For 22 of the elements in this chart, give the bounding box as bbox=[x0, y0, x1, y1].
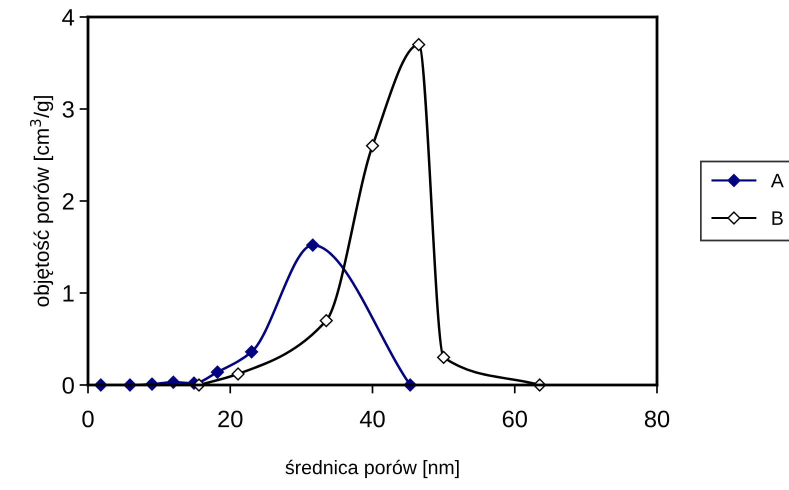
y-tick-label: 1 bbox=[63, 285, 74, 302]
point bbox=[306, 238, 320, 252]
x-tick-label: 60 bbox=[502, 410, 527, 428]
legend-label: B bbox=[772, 211, 783, 225]
x-tick-label: 40 bbox=[360, 410, 385, 428]
point bbox=[210, 366, 224, 379]
point bbox=[437, 350, 450, 364]
y-axis-title: objętość porów [cm$^{3}$/g] bbox=[30, 96, 54, 306]
point bbox=[412, 38, 426, 52]
x-tick-label: 80 bbox=[644, 410, 670, 428]
y-tick-label: 4 bbox=[62, 9, 74, 26]
legend-label: A bbox=[770, 174, 784, 188]
x-tick-label: 0 bbox=[82, 410, 94, 428]
y-tick-label: 3 bbox=[62, 101, 74, 118]
y-tick-label: 0 bbox=[62, 377, 74, 394]
point bbox=[245, 345, 258, 358]
point bbox=[231, 367, 245, 381]
x-axis-title: średnica porów [nm] bbox=[286, 460, 459, 478]
point bbox=[320, 314, 333, 328]
x-tick-label: 20 bbox=[218, 410, 242, 428]
point bbox=[366, 139, 380, 152]
y-tick-label: 2 bbox=[62, 193, 74, 210]
